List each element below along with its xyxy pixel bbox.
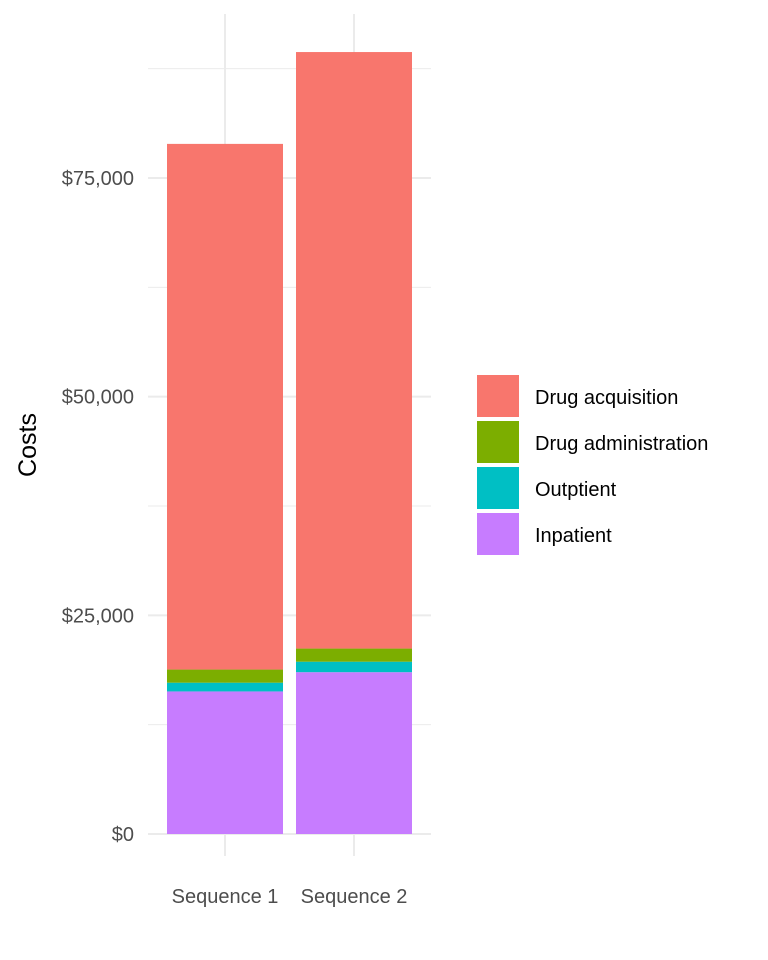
x-axis-ticks: Sequence 1 Sequence 2 [172, 886, 408, 908]
legend-label-inpatient: Inpatient [535, 525, 612, 547]
bar-segment-drug-acquisition [167, 143, 283, 670]
y-axis-label: Costs [14, 413, 42, 477]
bar-segment-drug-administration [296, 648, 412, 662]
y-axis-ticks: $0 $25,000 $50,000 $75,000 [62, 168, 134, 846]
y-tick-label: $0 [112, 824, 134, 846]
legend-label-drug-administration: Drug administration [535, 433, 708, 455]
bar-segment-inpatient [296, 672, 412, 834]
bar-segment-outptient [167, 682, 283, 692]
bar-segment-outptient [296, 661, 412, 673]
legend-label-outptient: Outptient [535, 479, 617, 501]
x-tick-label: Sequence 2 [301, 886, 408, 908]
bars [167, 52, 412, 834]
bar-segment-drug-acquisition [296, 52, 412, 649]
legend-key-outptient [477, 467, 519, 509]
legend-label-drug-acquisition: Drug acquisition [535, 387, 678, 409]
legend-key-drug-administration [477, 421, 519, 463]
legend: Drug acquisition Drug administration Outpt… [477, 375, 708, 555]
x-tick-label: Sequence 1 [172, 886, 279, 908]
bar-segment-inpatient [167, 691, 283, 834]
y-tick-label: $75,000 [62, 168, 134, 190]
legend-key-drug-acquisition [477, 375, 519, 417]
y-tick-label: $25,000 [62, 605, 134, 627]
legend-key-inpatient [477, 513, 519, 555]
y-tick-label: $50,000 [62, 387, 134, 409]
bar-segment-drug-administration [167, 669, 283, 683]
